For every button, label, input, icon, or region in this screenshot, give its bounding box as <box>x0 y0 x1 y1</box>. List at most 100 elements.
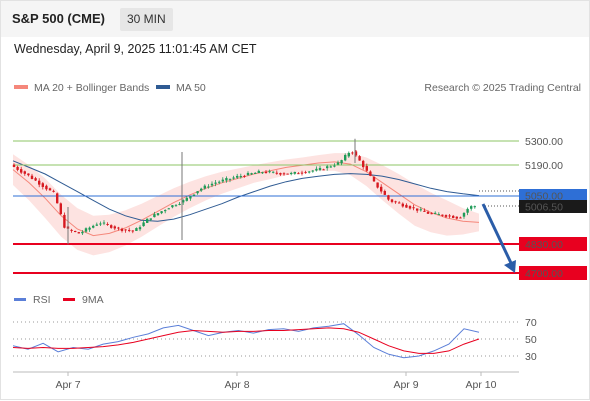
candle-body <box>23 171 26 174</box>
candle-body <box>322 169 325 171</box>
support-2-label: 4700.00 <box>525 268 563 280</box>
rsi-ma-line <box>12 327 480 354</box>
candle-body <box>272 171 275 173</box>
candle-body <box>372 177 376 182</box>
candle-body <box>329 166 332 168</box>
resistance-2-label: 5300.00 <box>525 136 563 148</box>
candle-body <box>369 171 372 176</box>
candle-body <box>146 218 149 223</box>
candle-body <box>426 212 430 214</box>
instrument-title: S&P 500 (CME) <box>12 11 105 26</box>
candle-body <box>282 173 286 175</box>
candle-body <box>333 165 336 167</box>
candle-body <box>340 160 343 164</box>
candle-body <box>189 196 192 199</box>
rsi-legend-swatch <box>14 298 26 301</box>
candle-body <box>106 223 109 225</box>
candle-body <box>200 188 203 191</box>
candle-body <box>268 171 271 173</box>
candle-body <box>383 191 386 195</box>
candle-body <box>394 201 397 203</box>
candle-body <box>358 156 361 161</box>
candle-body <box>214 182 217 184</box>
candle-body <box>286 173 289 175</box>
forecast-arrow-head <box>504 260 516 273</box>
candle-body <box>459 217 462 219</box>
candle-body <box>362 160 365 168</box>
support-2-label-box <box>519 266 587 280</box>
candle-body <box>308 171 311 173</box>
candle-body <box>419 209 422 211</box>
x-tick-apr10: Apr 10 <box>466 379 497 391</box>
candle-body <box>164 210 167 212</box>
candle-body <box>304 172 307 174</box>
candle-body <box>290 172 293 174</box>
candle-body <box>300 172 304 174</box>
support-1-label: 4830.00 <box>525 239 563 251</box>
candle-body <box>434 212 437 214</box>
candle-body <box>135 228 138 231</box>
rsi-legend-label: RSI <box>33 294 51 306</box>
candle-body <box>207 186 210 188</box>
candle-body <box>275 172 278 174</box>
candle-body <box>261 172 264 174</box>
candle-body <box>178 203 181 205</box>
rsi-ma-legend-swatch <box>63 298 75 301</box>
candle-body <box>344 154 347 161</box>
candle-body <box>185 197 188 201</box>
candle-body <box>257 170 260 173</box>
candle-body <box>84 228 88 232</box>
candle-body <box>473 206 476 208</box>
candle-body <box>45 185 48 190</box>
ma50-legend-label: MA 50 <box>176 82 206 94</box>
candle-body <box>365 166 368 171</box>
candle-body <box>232 177 235 179</box>
candle-body <box>351 152 354 154</box>
candle-body <box>196 191 199 194</box>
candle-body <box>12 164 16 167</box>
candle-body <box>38 180 41 185</box>
candle-body <box>210 183 214 186</box>
last-label-box <box>519 200 587 213</box>
candle-body <box>131 230 134 232</box>
candle-body <box>48 188 52 191</box>
support-1-label-box <box>519 237 587 251</box>
candles-layer <box>12 138 476 245</box>
candle-body <box>203 185 206 189</box>
candle-body <box>30 175 34 179</box>
candle-body <box>113 226 116 229</box>
candle-body <box>63 214 66 228</box>
candle-body <box>56 193 59 204</box>
candle-body <box>236 175 239 178</box>
x-tick-apr8: Apr 8 <box>224 379 249 391</box>
ma20-legend-swatch <box>14 85 28 89</box>
candle-body <box>171 205 174 208</box>
candle-body <box>437 214 440 216</box>
candle-body <box>318 167 322 171</box>
candle-body <box>153 214 156 218</box>
bollinger-band-fill <box>13 153 479 256</box>
candle-body <box>128 229 131 231</box>
candle-body <box>441 214 444 216</box>
timestamp: Wednesday, April 9, 2025 11:01:45 AM CET <box>14 42 257 56</box>
timeframe-button[interactable]: 30 MIN <box>120 8 173 31</box>
candle-body <box>117 227 120 229</box>
candle-body <box>221 179 224 182</box>
resistance-1-label: 5190.00 <box>525 160 563 172</box>
candle-body <box>380 186 383 192</box>
candle-body <box>174 205 178 207</box>
ma50-line <box>12 160 480 222</box>
candle-body <box>405 204 408 208</box>
candle-body <box>408 206 412 209</box>
candle-body <box>401 203 404 207</box>
candle-body <box>444 215 448 217</box>
candle-body <box>455 216 458 219</box>
pivot-label-box <box>519 189 587 202</box>
rsi-tick-70: 70 <box>525 317 537 329</box>
candle-body <box>246 172 250 176</box>
candle-body <box>160 211 163 214</box>
candle-body <box>293 171 296 174</box>
candle-body <box>41 183 44 187</box>
